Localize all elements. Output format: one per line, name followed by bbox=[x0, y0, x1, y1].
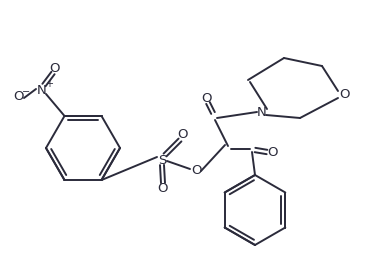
Text: S: S bbox=[158, 153, 166, 166]
Text: O: O bbox=[191, 163, 201, 177]
Text: O: O bbox=[13, 91, 23, 104]
Text: O: O bbox=[267, 146, 277, 159]
Text: −: − bbox=[22, 87, 30, 97]
Text: O: O bbox=[340, 88, 350, 100]
Text: O: O bbox=[202, 91, 212, 104]
Text: O: O bbox=[50, 61, 60, 75]
Text: +: + bbox=[45, 79, 53, 89]
Text: N: N bbox=[257, 106, 267, 119]
Text: O: O bbox=[158, 181, 168, 194]
Text: O: O bbox=[178, 128, 188, 141]
Text: N: N bbox=[37, 84, 47, 97]
